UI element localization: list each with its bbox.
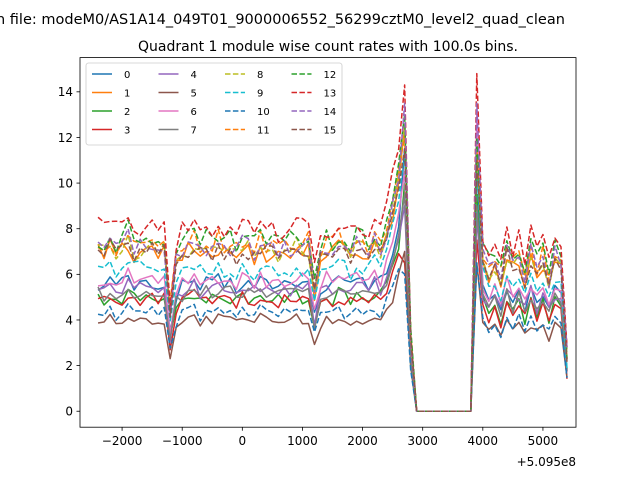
x-tick-label: 0 <box>239 434 247 448</box>
plot-area <box>97 72 568 412</box>
x-tick-label: 3000 <box>407 434 438 448</box>
x-tick-label: 4000 <box>468 434 499 448</box>
series-line-14 <box>97 102 568 412</box>
legend-label-13: 13 <box>324 88 337 99</box>
y-tick-label: 4 <box>65 313 73 327</box>
x-tick-label: −2000 <box>102 434 143 448</box>
x-tick-label: 5000 <box>528 434 559 448</box>
axes-frame <box>79 57 577 428</box>
legend-label-1: 1 <box>124 88 130 99</box>
y-tick-label: 14 <box>58 85 73 99</box>
y-axis: 0 2 4 6 8 10 12 14 <box>58 85 80 419</box>
legend-label-4: 4 <box>191 70 197 81</box>
chart-title: Quadrant 1 module wise count rates with … <box>138 39 518 55</box>
series-line-6 <box>97 113 568 412</box>
legend-label-0: 0 <box>124 70 130 81</box>
x-tick-label: 1000 <box>287 434 318 448</box>
series-line-15 <box>97 148 568 412</box>
legend-label-10: 10 <box>257 107 270 118</box>
y-tick-label: 12 <box>58 131 73 145</box>
series-line-9 <box>97 148 568 412</box>
x-tick-label: −1000 <box>162 434 203 448</box>
legend-label-3: 3 <box>124 125 130 136</box>
legend-label-14: 14 <box>324 107 337 118</box>
series-line-3 <box>97 239 568 412</box>
x-tick-label: 2000 <box>347 434 378 448</box>
legend-label-5: 5 <box>191 88 197 99</box>
x-axis: −2000 −1000 0 1000 2000 3000 4000 5000 <box>102 427 558 448</box>
series-line-10 <box>97 262 568 412</box>
legend-label-9: 9 <box>257 88 263 99</box>
legend-label-15: 15 <box>324 125 337 136</box>
legend-label-12: 12 <box>324 70 337 81</box>
y-tick-label: 0 <box>65 405 73 419</box>
series-line-13 <box>97 72 568 412</box>
legend-label-8: 8 <box>257 70 263 81</box>
x-offset-label: +5.095e8 <box>517 455 576 469</box>
y-tick-label: 6 <box>65 268 73 282</box>
figure-suptitle: n file: modeM0/AS1A14_049T01_9000006552_… <box>0 12 565 28</box>
y-tick-label: 2 <box>65 359 73 373</box>
y-tick-label: 10 <box>58 176 73 190</box>
legend-box <box>85 62 343 146</box>
legend-label-11: 11 <box>257 125 270 136</box>
legend-label-2: 2 <box>124 107 130 118</box>
legend-label-7: 7 <box>191 125 197 136</box>
y-tick-label: 8 <box>65 222 73 236</box>
legend-label-6: 6 <box>191 107 197 118</box>
series-line-7 <box>97 193 568 412</box>
